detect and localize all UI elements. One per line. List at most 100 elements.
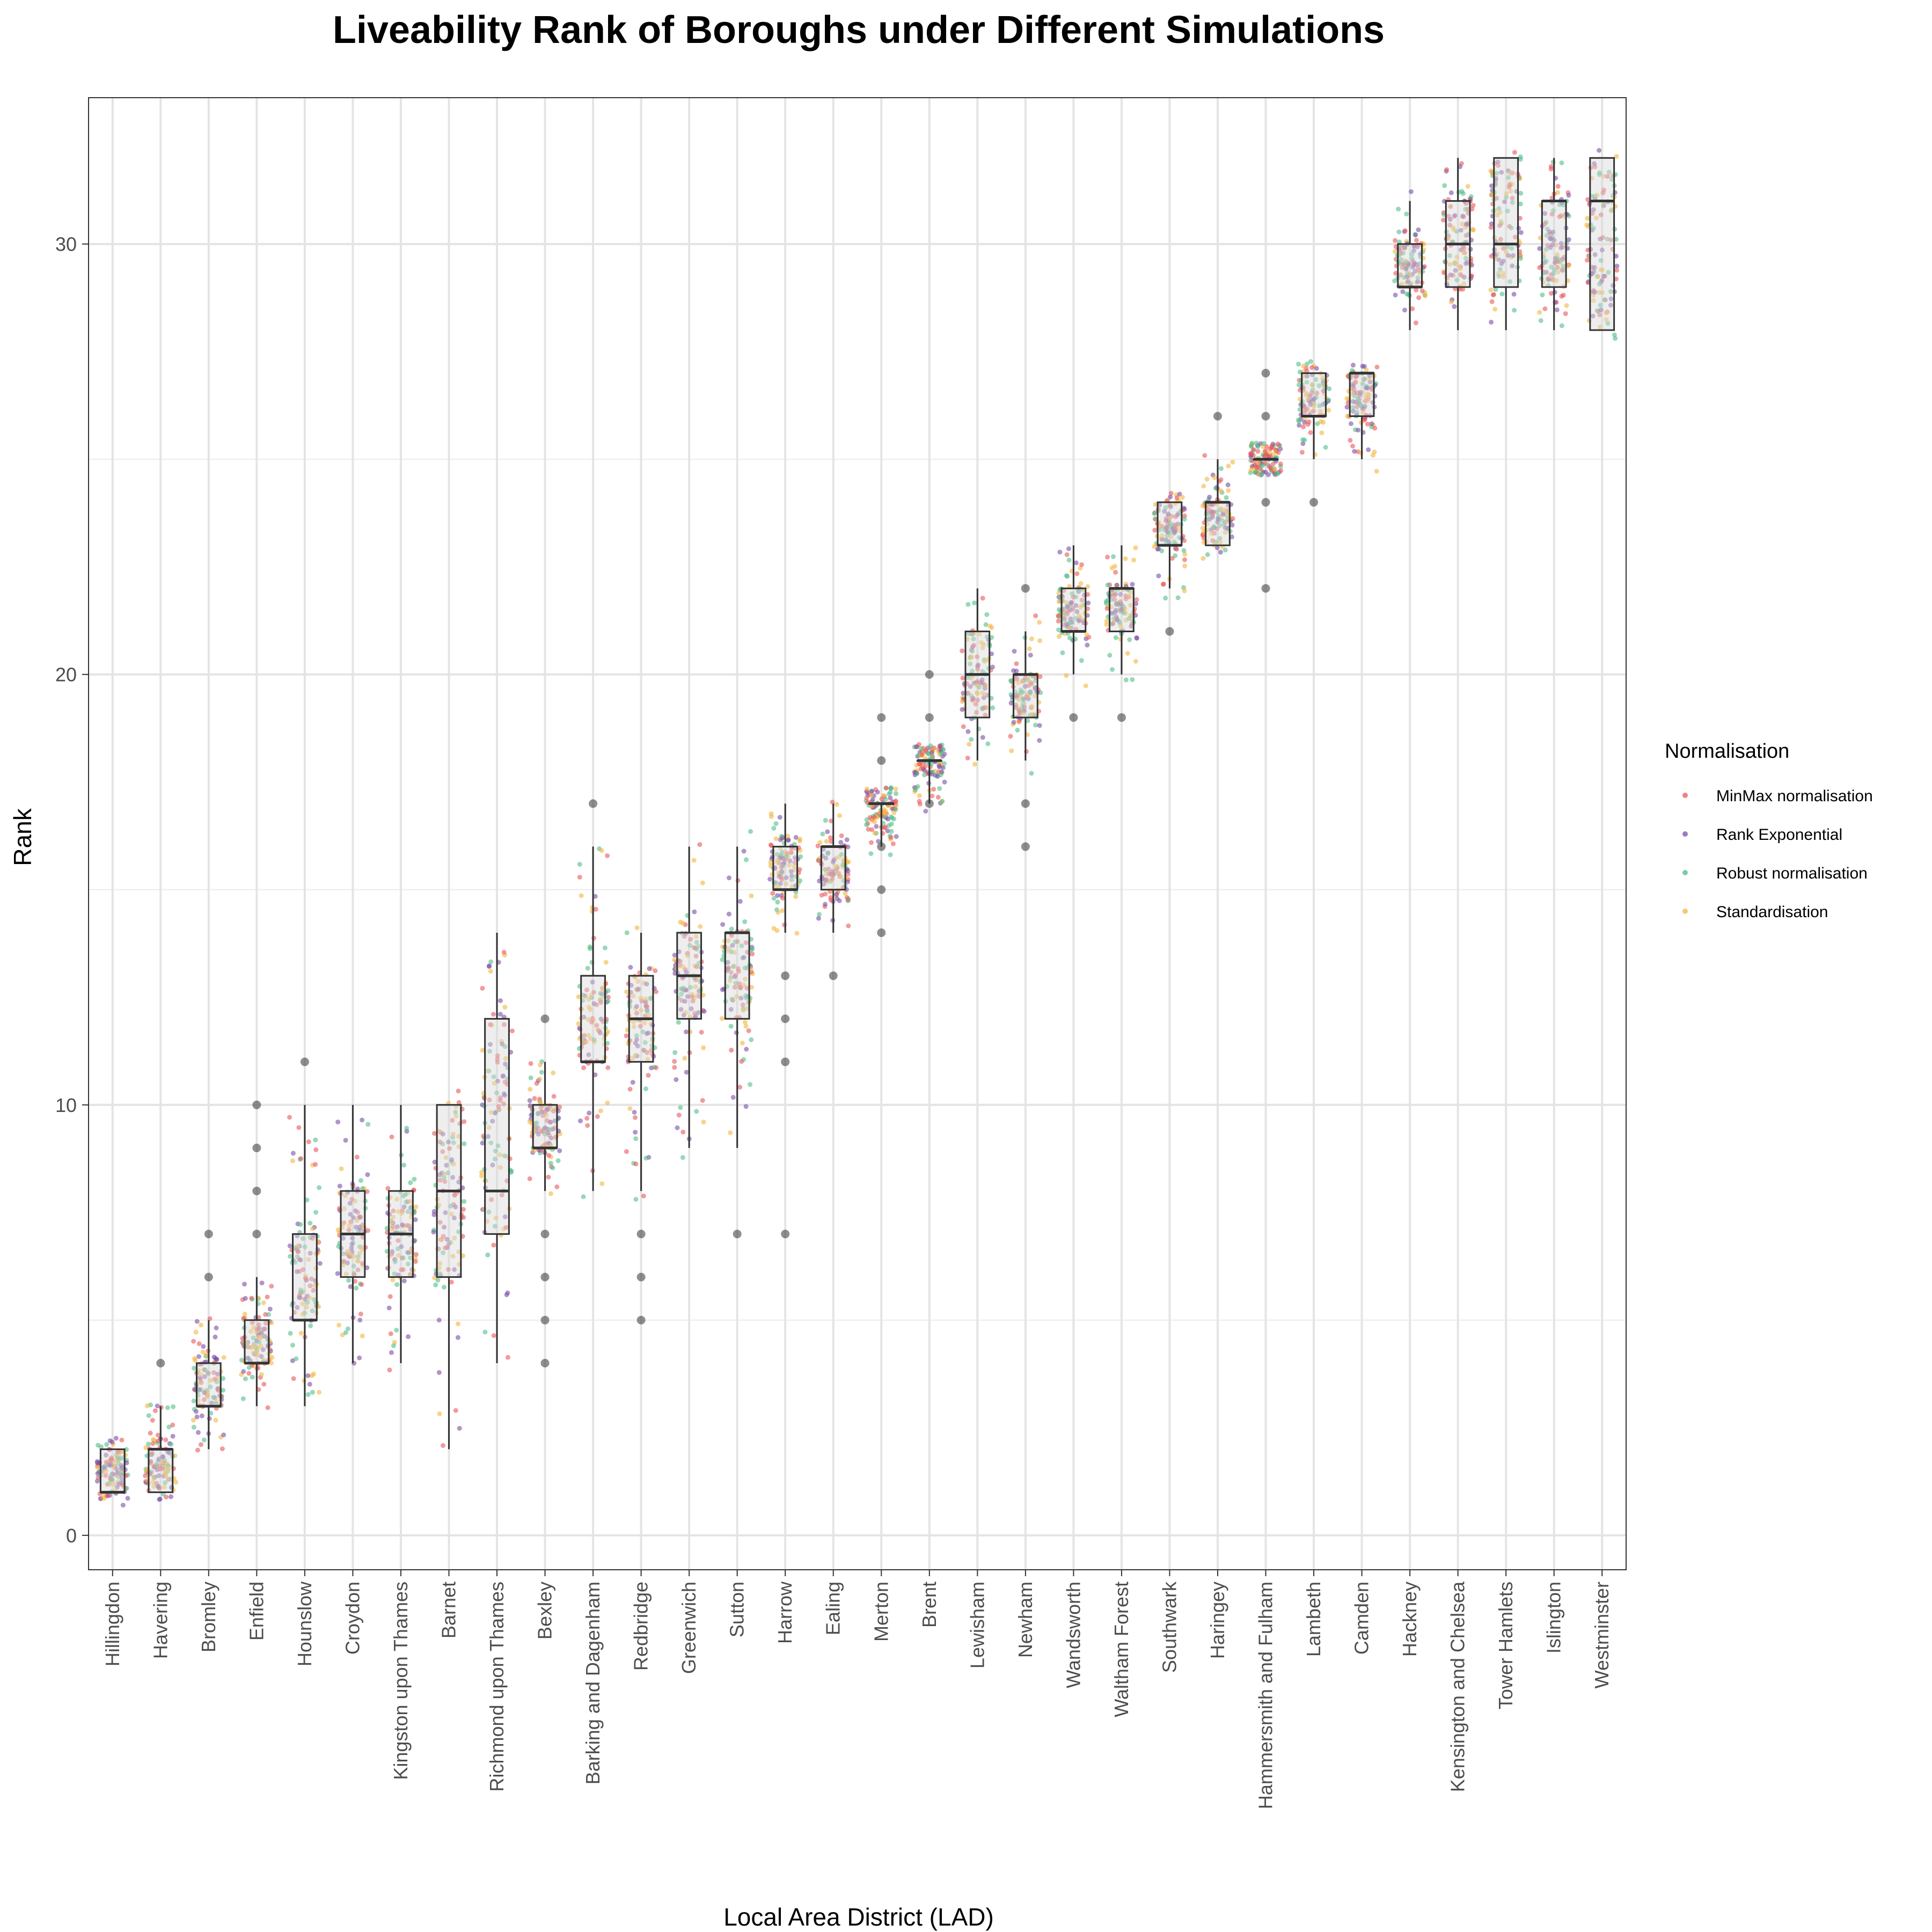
jitter-point bbox=[1351, 386, 1357, 392]
jitter-point bbox=[1029, 704, 1035, 709]
jitter-point bbox=[1350, 362, 1356, 368]
jitter-point bbox=[503, 1062, 508, 1067]
jitter-point bbox=[120, 1503, 126, 1508]
jitter-point bbox=[1397, 239, 1402, 245]
jitter-point bbox=[303, 1276, 308, 1281]
jitter-point bbox=[973, 701, 978, 707]
jitter-point bbox=[207, 1316, 213, 1321]
jitter-point bbox=[1123, 677, 1129, 683]
jitter-point bbox=[1614, 153, 1619, 159]
jitter-point bbox=[976, 662, 981, 668]
x-tick-label: Greenwich bbox=[678, 1582, 700, 1674]
jitter-point bbox=[845, 879, 850, 884]
jitter-point bbox=[528, 1087, 533, 1092]
jitter-point bbox=[442, 1179, 448, 1184]
jitter-point bbox=[198, 1442, 203, 1447]
jitter-point bbox=[259, 1280, 265, 1286]
jitter-point bbox=[1585, 216, 1590, 221]
jitter-point bbox=[479, 1169, 484, 1175]
jitter-point bbox=[1309, 391, 1314, 396]
jitter-point bbox=[1499, 291, 1505, 297]
jitter-point bbox=[1060, 650, 1065, 655]
jitter-point bbox=[1073, 603, 1079, 608]
box-iqr bbox=[99, 1448, 126, 1494]
jitter-point bbox=[156, 1456, 162, 1461]
jitter-point bbox=[1299, 450, 1305, 455]
jitter-point bbox=[1224, 495, 1229, 500]
jitter-point bbox=[485, 1219, 490, 1224]
jitter-point bbox=[1498, 237, 1503, 242]
jitter-point bbox=[1015, 693, 1020, 698]
jitter-point bbox=[816, 858, 821, 863]
jitter-point bbox=[119, 1477, 125, 1482]
jitter-point bbox=[491, 1242, 496, 1248]
jitter-point bbox=[1345, 413, 1350, 419]
outlier-point bbox=[1309, 497, 1319, 507]
jitter-point bbox=[1555, 269, 1561, 275]
jitter-point bbox=[456, 1180, 462, 1185]
jitter-point bbox=[435, 1277, 441, 1283]
jitter-point bbox=[1598, 258, 1604, 263]
jitter-point bbox=[492, 1224, 497, 1229]
jitter-point bbox=[915, 784, 920, 789]
jitter-point bbox=[1026, 675, 1031, 680]
jitter-point bbox=[743, 1104, 749, 1109]
jitter-point bbox=[719, 1016, 724, 1021]
jitter-point bbox=[1308, 359, 1313, 364]
jitter-point bbox=[1225, 482, 1231, 487]
jitter-point bbox=[503, 1225, 509, 1230]
jitter-point bbox=[497, 1152, 503, 1158]
jitter-point bbox=[1614, 253, 1619, 259]
jitter-point bbox=[487, 1125, 492, 1130]
jitter-point bbox=[700, 880, 705, 885]
chart-title: Liveability Rank of Boroughs under Diffe… bbox=[333, 9, 1385, 52]
jitter-point bbox=[456, 1100, 462, 1105]
jitter-point bbox=[1458, 164, 1463, 170]
jitter-point bbox=[1181, 548, 1187, 553]
jitter-point bbox=[1454, 254, 1459, 260]
jitter-point bbox=[1022, 684, 1028, 689]
panel-border bbox=[88, 97, 1627, 1570]
jitter-point bbox=[1350, 399, 1356, 404]
jitter-point bbox=[965, 690, 971, 696]
jitter-point bbox=[1037, 620, 1042, 625]
jitter-point bbox=[1175, 595, 1181, 601]
jitter-point bbox=[1201, 556, 1206, 561]
jitter-point bbox=[155, 1403, 160, 1409]
jitter-point bbox=[1164, 525, 1169, 531]
jitter-point bbox=[306, 1139, 311, 1145]
jitter-point bbox=[914, 771, 920, 776]
jitter-point bbox=[585, 965, 590, 971]
jitter-point bbox=[355, 1258, 360, 1263]
jitter-point bbox=[633, 1041, 638, 1045]
jitter-point bbox=[537, 1077, 543, 1081]
jitter-point bbox=[349, 1197, 355, 1202]
outlier-point bbox=[252, 1143, 261, 1152]
outlier-point bbox=[733, 1230, 742, 1239]
jitter-point bbox=[633, 1161, 639, 1167]
jitter-point bbox=[1126, 616, 1132, 621]
jitter-point bbox=[532, 1096, 537, 1101]
jitter-point bbox=[577, 862, 582, 867]
outlier-point bbox=[877, 842, 886, 851]
jitter-point bbox=[406, 1334, 411, 1340]
jitter-point bbox=[437, 1172, 442, 1177]
jitter-point bbox=[1488, 168, 1494, 173]
jitter-point bbox=[1405, 270, 1410, 276]
jitter-point bbox=[1020, 711, 1026, 716]
jitter-point bbox=[965, 602, 971, 607]
jitter-point bbox=[219, 1446, 225, 1452]
jitter-point bbox=[1512, 308, 1517, 313]
jitter-point bbox=[1029, 681, 1034, 686]
jitter-point bbox=[586, 1033, 591, 1038]
jitter-point bbox=[453, 1109, 458, 1115]
jitter-point bbox=[164, 1495, 169, 1499]
jitter-point bbox=[742, 919, 748, 924]
jitter-point bbox=[1272, 466, 1278, 472]
jitter-point bbox=[1414, 238, 1419, 243]
jitter-point bbox=[780, 896, 785, 901]
jitter-point bbox=[510, 1028, 515, 1034]
jitter-point bbox=[360, 1186, 365, 1191]
jitter-point bbox=[1300, 437, 1305, 442]
jitter-point bbox=[1011, 720, 1016, 725]
